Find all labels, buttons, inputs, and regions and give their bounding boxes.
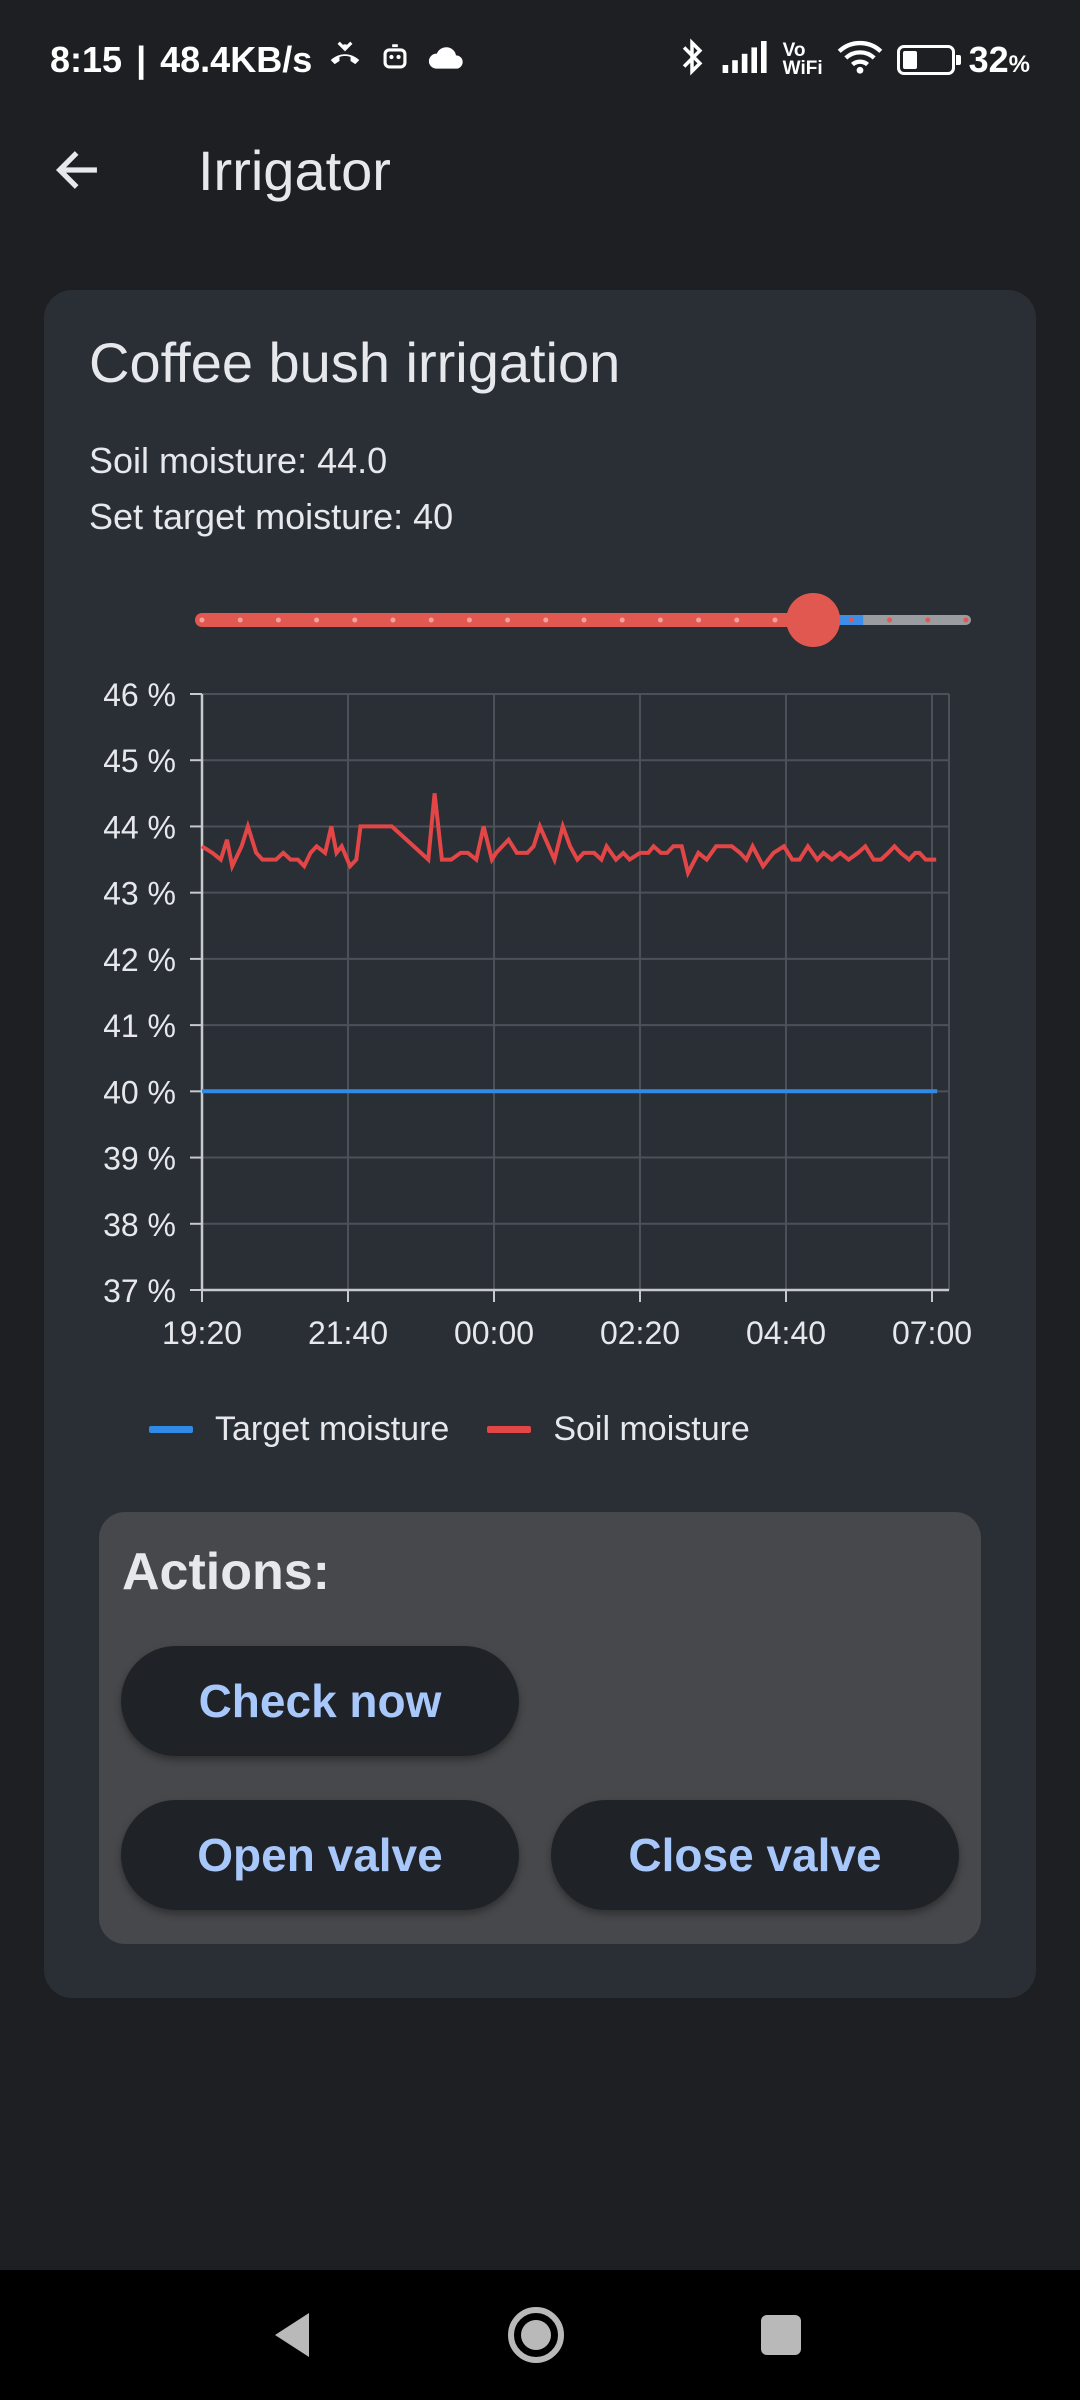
nav-recents-icon: [761, 2315, 801, 2355]
slider-tick: [352, 617, 358, 623]
slider-thumb: [786, 593, 841, 647]
battery-percent-suffix: %: [1008, 51, 1030, 78]
legend-item-target: Target moisture: [149, 1410, 449, 1449]
slider-tick: [657, 617, 663, 623]
y-tick-label: 37 %: [104, 1273, 176, 1309]
y-tick-label: 46 %: [104, 677, 176, 713]
y-tick-label: 40 %: [104, 1074, 176, 1110]
check-now-button[interactable]: Check now: [121, 1646, 519, 1756]
target-moisture-slider[interactable]: [154, 580, 974, 650]
slider-tick: [237, 617, 243, 623]
bluetooth-icon: [677, 38, 707, 82]
robot-icon: [378, 40, 412, 80]
slider-tick: [199, 617, 205, 623]
slider-tick: [619, 617, 625, 623]
actions-title: Actions:: [122, 1543, 330, 1601]
battery-percent: 32%: [969, 39, 1030, 81]
status-bar-right: Vo WiFi 32%: [677, 38, 1030, 82]
page-title: Irrigator: [198, 138, 391, 202]
soil-moisture-text: Soil moisture: 44.0: [89, 440, 388, 481]
moisture-chart: 46 % 45 % 44 % 43 % 42 % 41 % 40 % 39 % 38 % 37 %…: [104, 677, 972, 1351]
status-time: 8:15: [50, 39, 123, 80]
legend-item-soil: Soil moisture: [487, 1410, 750, 1449]
legend-swatch-soil: [487, 1426, 532, 1433]
card-title: Coffee bush irrigation: [89, 331, 621, 394]
network-speed: 48.4KB/s: [160, 39, 313, 80]
slider-tick: [772, 617, 778, 623]
system-nav-bar: [0, 2270, 1080, 2400]
y-tick-label: 45 %: [104, 743, 176, 779]
nav-back-icon: [275, 2313, 309, 2357]
nav-back-button[interactable]: [258, 2300, 328, 2370]
slider-tick: [505, 617, 511, 623]
y-tick-label: 43 %: [104, 876, 176, 912]
wifi-icon: [837, 40, 883, 80]
y-tick-label: 44 %: [104, 809, 176, 845]
x-tick-label: 00:00: [454, 1315, 534, 1351]
slider-tick: [963, 617, 969, 623]
battery-icon: [896, 45, 961, 75]
actions-panel: Actions: Check now Open valve Close valv…: [99, 1512, 981, 1944]
x-tick-label: 19:20: [162, 1315, 242, 1351]
back-button[interactable]: [27, 120, 127, 220]
x-tick-label: 02:20: [600, 1315, 680, 1351]
slider-tick: [925, 617, 931, 623]
battery-fill: [902, 51, 918, 69]
slider-tick: [734, 617, 740, 623]
nav-recents-button[interactable]: [746, 2300, 816, 2370]
arrow-back-icon: [55, 151, 97, 189]
chart-legend: Target moisture Soil moisture: [149, 1410, 788, 1449]
x-tick-label: 04:40: [746, 1315, 826, 1351]
app-bar: Irrigator: [0, 120, 1080, 220]
slider-tick: [581, 617, 587, 623]
vowifi-top-text: Vo: [782, 40, 806, 61]
status-bar: 8:15 | 48.4KB/s Vo WiFi 32%: [0, 0, 1080, 120]
slider-tick: [428, 617, 434, 623]
series-line-soil-moisture: [200, 793, 937, 879]
slider-tick: [314, 617, 320, 623]
slider-tick: [466, 617, 472, 623]
slider-tick: [275, 617, 281, 623]
legend-label-target: Target moisture: [215, 1410, 450, 1448]
slider-tick: [390, 617, 396, 623]
close-valve-button[interactable]: Close valve: [551, 1800, 959, 1910]
slider-tick: [696, 617, 702, 623]
slider-tick: [543, 617, 549, 623]
y-tick-label: 41 %: [104, 1008, 176, 1044]
x-tick-label: 07:00: [892, 1315, 972, 1351]
status-separator: |: [136, 39, 147, 80]
battery-percent-value: 32: [968, 39, 1009, 80]
legend-label-soil: Soil moisture: [553, 1410, 750, 1448]
target-moisture-text: Set target moisture: 40: [89, 496, 454, 537]
legend-swatch-target: [149, 1426, 193, 1433]
slider-tick: [848, 617, 854, 623]
nav-home-icon: [508, 2307, 564, 2363]
status-bar-left: 8:15 | 48.4KB/s: [50, 38, 466, 82]
signal-icon: [721, 41, 769, 79]
y-tick-label: 38 %: [104, 1207, 176, 1243]
slider-tick: [887, 617, 893, 623]
vowifi-icon: Vo WiFi: [782, 40, 823, 79]
open-valve-button[interactable]: Open valve: [121, 1800, 519, 1910]
missed-call-icon: [326, 38, 364, 82]
cloud-icon: [426, 40, 466, 80]
irrigation-card: Coffee bush irrigation Soil moisture: 44…: [44, 290, 1036, 1998]
x-tick-label: 21:40: [308, 1315, 388, 1351]
y-tick-label: 39 %: [104, 1141, 176, 1177]
y-tick-label: 42 %: [104, 942, 176, 978]
nav-home-button[interactable]: [501, 2300, 571, 2370]
vowifi-bottom-text: WiFi: [782, 58, 823, 79]
